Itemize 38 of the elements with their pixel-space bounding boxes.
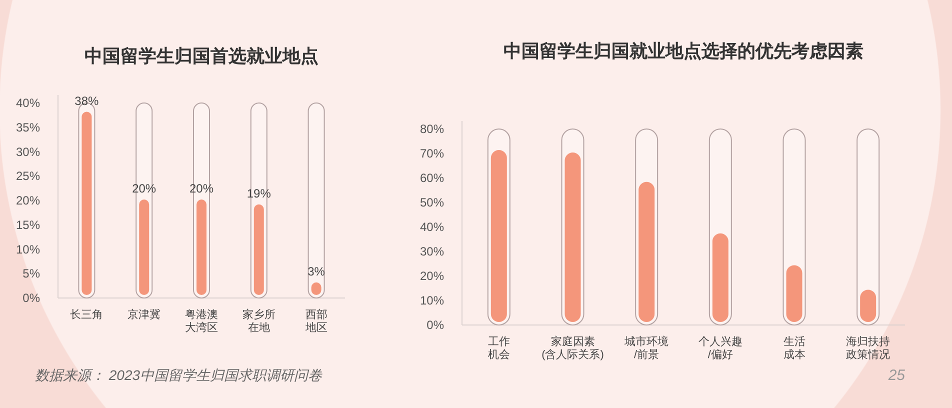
y-tick-label: 20% (16, 194, 40, 208)
y-tick-label: 30% (420, 244, 444, 258)
x-tick-label: 生活成本 (783, 335, 806, 362)
y-tick-label: 10% (420, 294, 444, 308)
y-tick-label: 0% (426, 318, 444, 332)
y-tick-label: 15% (16, 218, 40, 232)
y-tick-label: 80% (420, 122, 444, 136)
y-tick-label: 30% (16, 144, 40, 159)
data-label: 38% (74, 94, 100, 108)
x-tick-label: 海归扶持政策情况 (846, 335, 890, 362)
x-tick-label: 工作机会 (488, 336, 510, 362)
y-tick-label: 60% (420, 171, 444, 185)
y-tick-label: 25% (16, 169, 40, 184)
x-tick-label: 家庭因素(含人际关系) (542, 335, 604, 362)
x-tick-label: 西部地区 (304, 308, 328, 334)
x-tick-label: 粤港澳大湾区 (185, 308, 218, 334)
y-tick-label: 10% (16, 242, 40, 256)
y-tick-label: 40% (420, 220, 444, 234)
x-tick-label: 家乡所在地 (242, 308, 276, 334)
data-label: 20% (189, 182, 214, 196)
y-tick-label: 5% (22, 266, 40, 281)
data-label: 19% (246, 186, 272, 200)
source-note: 数据来源： 2023中国留学生归国求职调研问卷 (35, 367, 324, 383)
y-tick-label: 20% (420, 269, 444, 283)
data-label: 20% (132, 182, 156, 196)
text: 25 (887, 367, 906, 384)
y-tick-label: 35% (16, 120, 40, 134)
title: 中国留学生归国首选就业地点 (84, 46, 318, 66)
x-tick-label: 长三角 (70, 308, 104, 321)
y-tick-label: 50% (420, 196, 444, 210)
x-tick-label: 京津冀 (128, 308, 161, 321)
y-tick-label: 70% (420, 146, 444, 160)
title: 中国留学生归国就业地点选择的优先考虑因素 (504, 41, 864, 61)
x-tick-label: 个人兴趣/偏好 (698, 335, 742, 362)
data-label: 3% (308, 264, 326, 278)
x-tick-label: 城市环境/前景 (624, 335, 669, 362)
y-tick-label: 0% (22, 291, 40, 305)
y-tick-label: 40% (16, 96, 40, 110)
